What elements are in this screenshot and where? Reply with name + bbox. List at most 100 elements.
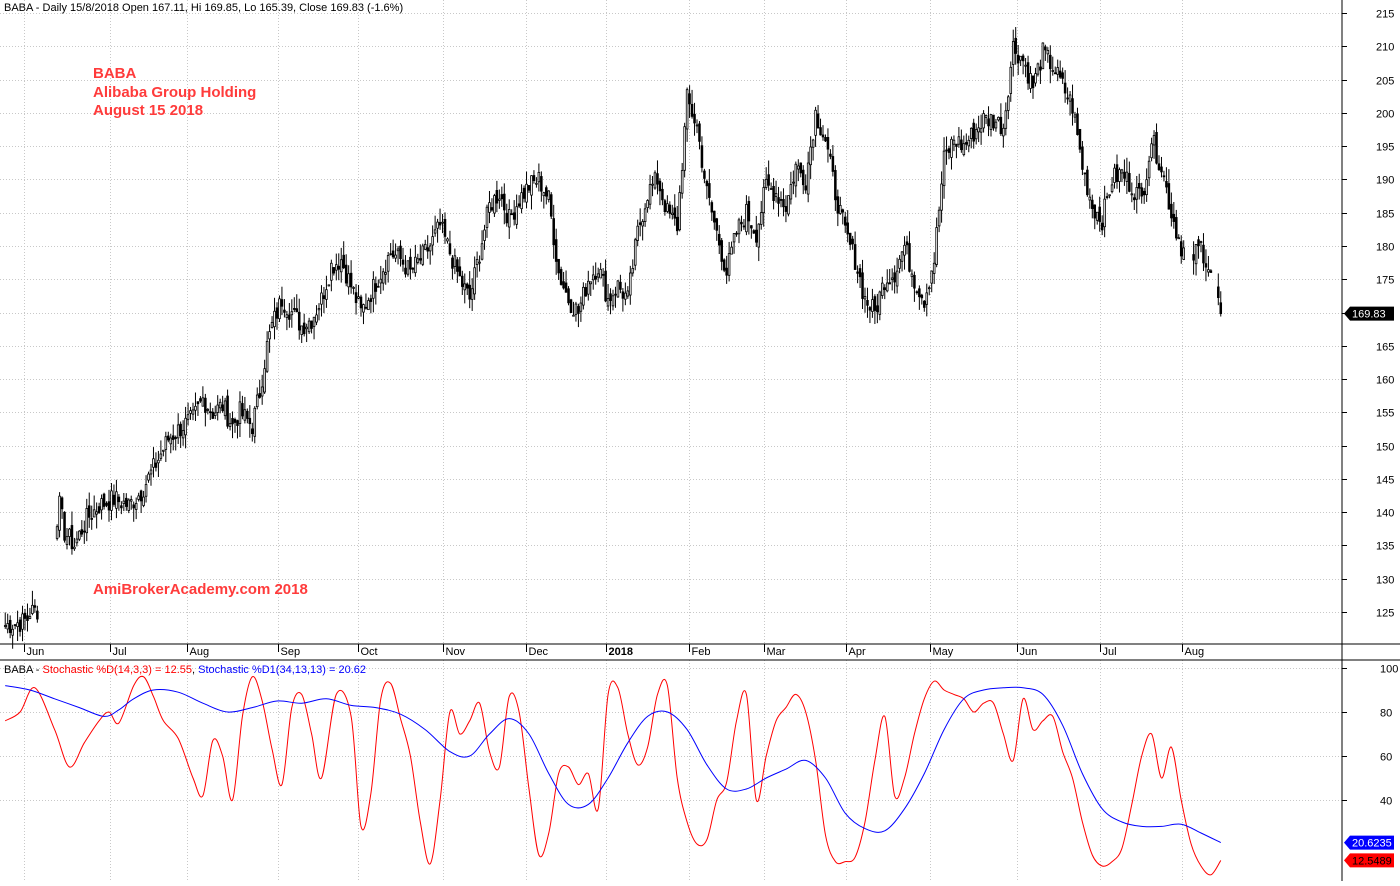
candle-body <box>1081 146 1084 170</box>
month-label: Dec <box>529 646 549 658</box>
candle-body <box>638 222 642 225</box>
candle-body <box>742 225 746 228</box>
candle-body <box>1029 73 1032 89</box>
candle-body <box>199 398 202 402</box>
candle-body <box>525 183 528 203</box>
last-price-tag-text: 169.83 <box>1352 309 1386 321</box>
candle-body <box>1031 75 1035 89</box>
candle-body <box>243 409 247 421</box>
candle-body <box>515 206 518 225</box>
candle-body <box>685 89 689 130</box>
candle-body <box>302 322 306 335</box>
candle-body <box>1194 244 1198 265</box>
candle-body <box>1011 41 1015 65</box>
candle-body <box>456 259 459 272</box>
candle-body <box>275 307 279 319</box>
candle-body <box>1209 270 1213 273</box>
candle-body <box>918 288 921 298</box>
price-tick-label: 140 <box>1376 508 1394 520</box>
candle-body <box>582 286 585 306</box>
candle-body <box>260 386 264 397</box>
candle-body <box>858 268 862 278</box>
price-tick-label: 180 <box>1376 242 1394 254</box>
candle-body <box>339 259 343 273</box>
candle-body <box>626 290 630 297</box>
candle-body <box>152 458 155 468</box>
candle-body <box>829 153 832 157</box>
candle-body <box>1021 55 1025 62</box>
price-axis: 1251301351401451501551601651701751801851… <box>1342 9 1394 620</box>
candle-body <box>342 254 345 269</box>
month-label: Apr <box>849 646 866 658</box>
candle-body <box>480 243 484 260</box>
candle-body <box>646 200 649 209</box>
candle-body <box>507 209 511 228</box>
candle-body <box>465 283 469 289</box>
candle-body <box>470 288 474 300</box>
candle-body <box>1155 131 1158 164</box>
candle-body <box>322 295 326 300</box>
price-tick-label: 130 <box>1376 575 1394 587</box>
candle-body <box>297 311 301 331</box>
candle-body <box>503 193 506 211</box>
candle-body <box>433 229 437 234</box>
candle-body <box>1110 184 1114 193</box>
candle-body <box>426 247 429 252</box>
candle-body <box>945 149 948 152</box>
candle-body <box>1128 173 1131 192</box>
candle-body <box>265 340 269 372</box>
candle-body <box>28 616 32 619</box>
candle-body <box>755 229 758 243</box>
candle-body <box>878 291 882 315</box>
candle-body <box>181 430 185 439</box>
candle-body <box>332 267 336 274</box>
candle-body <box>1105 196 1109 198</box>
stoch-tick-label: 40 <box>1380 796 1392 808</box>
candle-body <box>1145 179 1148 196</box>
candle-body <box>204 397 207 413</box>
candle-body <box>21 613 24 630</box>
candle-body <box>903 244 906 256</box>
price-tick-label: 165 <box>1376 342 1394 354</box>
candle-body <box>517 203 521 207</box>
candle-body <box>389 253 392 256</box>
last-price-tag: 169.83 <box>1344 306 1394 321</box>
candle-body <box>999 116 1003 135</box>
candle-body <box>359 296 363 309</box>
candle-body <box>36 610 39 620</box>
candle-body <box>631 268 635 274</box>
candle-body <box>1217 286 1220 298</box>
candle-body <box>1066 97 1069 100</box>
stochastic-d1-label: Stochastic %D1(34,13,13) = 20.62 <box>198 664 366 676</box>
candle-body <box>248 417 252 425</box>
candle-body <box>278 298 281 320</box>
candle-body <box>13 624 17 626</box>
candle-body <box>671 212 674 215</box>
candle-body <box>475 259 479 265</box>
candle-body <box>596 273 600 278</box>
candle-body <box>653 172 657 189</box>
candle-body <box>251 428 254 435</box>
candle-body <box>683 126 686 171</box>
candle-body <box>1197 239 1200 247</box>
candle-body <box>883 287 887 290</box>
candle-body <box>293 308 296 310</box>
candle-body <box>102 493 106 507</box>
candle-body <box>364 306 368 309</box>
candle-body <box>127 499 131 511</box>
last-price-tag-shape <box>1344 306 1394 321</box>
candle-body <box>715 218 719 231</box>
candle-body <box>1076 113 1079 135</box>
candle-body <box>396 248 400 252</box>
candle-body <box>367 300 370 311</box>
price-tick-label: 125 <box>1376 608 1394 620</box>
stochastic-separator: , <box>192 664 198 676</box>
candle-body <box>411 267 415 270</box>
candle-body <box>532 175 536 182</box>
candle-body <box>191 409 195 415</box>
candle-body <box>33 605 37 608</box>
candle-body <box>767 174 770 186</box>
candle-body <box>1202 244 1205 264</box>
candle-body <box>920 294 924 299</box>
price-tick-label: 215 <box>1376 9 1394 21</box>
